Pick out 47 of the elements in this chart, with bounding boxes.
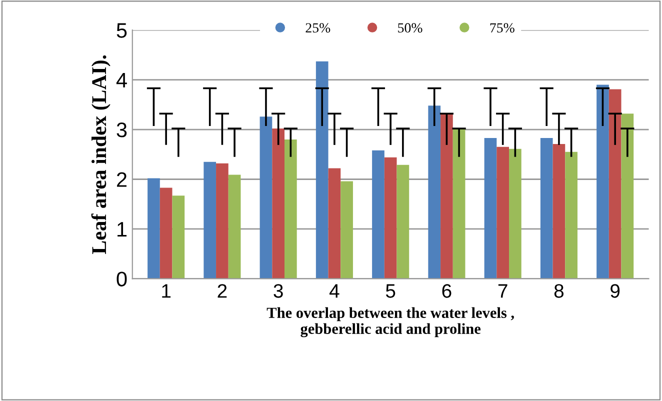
y-tick-label: 5 bbox=[116, 23, 127, 38]
bar bbox=[160, 188, 172, 279]
x-tick-label: 7 bbox=[498, 284, 508, 298]
bar bbox=[284, 139, 297, 279]
bar bbox=[316, 61, 328, 279]
bar bbox=[372, 150, 384, 279]
x-tick-label: 3 bbox=[274, 284, 283, 298]
legend-label: 50% bbox=[398, 23, 422, 33]
bar bbox=[596, 84, 609, 279]
x-axis-title: The overlap between the water levels , gebberellic acid and proline bbox=[266, 307, 514, 338]
bar bbox=[228, 174, 241, 279]
y-tick-label: 2 bbox=[117, 172, 126, 187]
x-tick-label: 8 bbox=[554, 284, 564, 298]
bar bbox=[272, 128, 284, 279]
x-tick-label: 1 bbox=[162, 284, 171, 298]
y-axis-title: Leaf area index (LAI). bbox=[91, 55, 110, 254]
x-tick-label: 2 bbox=[218, 284, 227, 298]
y-tick-label: 3 bbox=[116, 122, 127, 138]
bar bbox=[148, 178, 160, 279]
bar bbox=[328, 168, 341, 279]
bar bbox=[496, 146, 510, 279]
bar bbox=[260, 116, 272, 279]
bar bbox=[396, 164, 410, 279]
bar bbox=[204, 162, 216, 279]
y-tick-label: 0 bbox=[116, 272, 127, 286]
legend-label: 75% bbox=[490, 23, 514, 33]
bar bbox=[340, 181, 353, 279]
bar bbox=[621, 114, 634, 279]
bar bbox=[216, 163, 228, 279]
bar bbox=[452, 128, 466, 279]
bar bbox=[428, 106, 441, 279]
bar bbox=[440, 114, 453, 279]
x-tick-label: 5 bbox=[386, 284, 396, 298]
y-tick-label: 4 bbox=[116, 73, 127, 88]
x-tick-label: 6 bbox=[442, 284, 452, 298]
x-tick-label: 4 bbox=[329, 284, 340, 298]
x-tick-label: 9 bbox=[610, 284, 620, 298]
bar bbox=[484, 138, 497, 279]
legend-label: 25% bbox=[306, 23, 330, 33]
bar bbox=[540, 138, 553, 279]
y-tick-label: 1 bbox=[118, 222, 127, 237]
bar bbox=[384, 157, 397, 279]
bar bbox=[552, 144, 566, 279]
bar bbox=[172, 196, 185, 279]
bar bbox=[608, 89, 622, 279]
bar bbox=[509, 148, 522, 279]
bar bbox=[565, 152, 578, 279]
